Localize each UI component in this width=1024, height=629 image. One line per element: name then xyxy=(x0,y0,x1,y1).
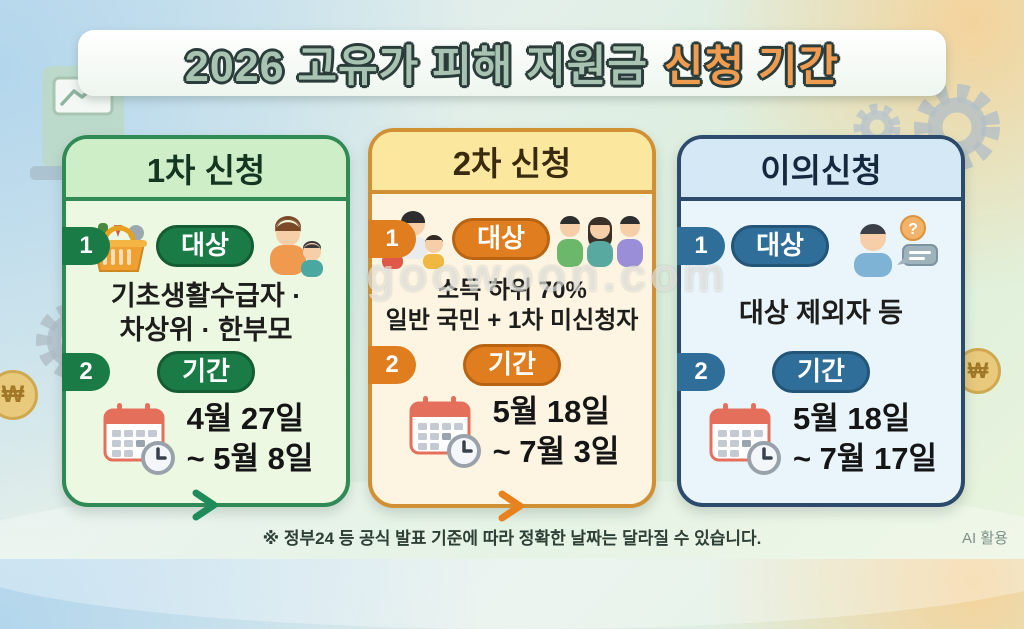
target-line: 소득 하위 70% xyxy=(437,276,587,304)
person-question-icon: ? xyxy=(853,215,938,277)
card-first-title: 1차 신청 xyxy=(66,139,346,201)
page-title-accent: 신청 기간 xyxy=(663,43,840,91)
target-row: 1 대상 ? xyxy=(677,215,953,277)
target-label-pill: 대상 xyxy=(452,218,550,260)
card-second-application: 2차 신청 1 대상 xyxy=(368,128,656,522)
target-description: 소득 하위 70% 일반 국민 + 1차 미신청자 xyxy=(380,272,644,340)
chevron-right-icon xyxy=(498,490,524,522)
period-label-pill: 기간 xyxy=(157,351,255,393)
date-line: ~ 7월 3일 xyxy=(492,434,620,470)
step-badge: 2 xyxy=(677,353,725,391)
target-row: 1 대상 xyxy=(62,215,338,277)
date-line: 5월 18일 xyxy=(492,394,610,429)
step-badge: 1 xyxy=(368,220,416,258)
svg-text:?: ? xyxy=(908,221,918,238)
target-description: 대상 제외자 등 xyxy=(689,279,953,347)
disclaimer-note: ※ 정부24 등 공식 발표 기준에 따라 정확한 날짜는 달라질 수 있습니다… xyxy=(262,529,762,548)
target-row: 1 대상 xyxy=(368,208,644,270)
step-badge: 1 xyxy=(62,227,110,265)
period-row: 2 기간 xyxy=(62,349,338,395)
period-date-text: 5월 18일 ~ 7월 17일 xyxy=(793,399,937,480)
date-line: 4월 27일 xyxy=(186,401,304,437)
period-dates: 5월 18일 ~ 7월 17일 xyxy=(689,399,953,480)
date-line: 5월 18일 xyxy=(792,401,911,436)
calendar-clock-icon xyxy=(409,396,481,469)
card-second-body: 1 대상 xyxy=(368,194,652,473)
people-group-icon xyxy=(556,216,643,267)
ai-credit-label: AI 활용 xyxy=(962,530,1008,547)
target-label-pill: 대상 xyxy=(156,225,254,267)
card-objection-application: 이의신청 1 대상 ? 대상 제외자 등 2 기간 xyxy=(677,135,965,507)
period-dates: 5월 18일 ~ 7월 3일 xyxy=(380,392,644,473)
date-line: ~ 7월 17일 xyxy=(792,441,938,477)
calendar-clock-icon xyxy=(709,403,781,476)
step-badge: 2 xyxy=(368,346,416,384)
target-line: 차상위 · 한부모 xyxy=(119,315,293,346)
watermark: goowoon.com xyxy=(366,248,729,301)
chevron-right-icon xyxy=(192,489,218,521)
period-date-text: 4월 27일 ~ 5월 8일 xyxy=(187,399,314,480)
card-objection-title: 이의신청 xyxy=(681,139,961,201)
calendar-clock-icon xyxy=(103,403,175,476)
target-line: 일반 국민 + 1차 미신청자 xyxy=(385,307,639,334)
title-banner: 2026 고유가 피해 지원금 신청 기간 xyxy=(78,30,946,96)
period-label-pill: 기간 xyxy=(463,344,561,386)
target-label-pill: 대상 xyxy=(731,225,829,267)
period-date-text: 5월 18일 ~ 7월 3일 xyxy=(493,392,620,473)
card-objection-body: 1 대상 ? 대상 제외자 등 2 기간 xyxy=(677,201,961,480)
card-first-body: 1 대상 xyxy=(62,201,346,480)
step-badge: 2 xyxy=(62,353,110,392)
card-second-title: 2차 신청 xyxy=(372,132,652,194)
page-title-main: 2026 고유가 피해 지원금 xyxy=(184,43,648,91)
target-line: 기초생활수급자 · xyxy=(110,281,302,311)
target-line: 대상 제외자 등 xyxy=(738,297,904,328)
period-dates: 4월 27일 ~ 5월 8일 xyxy=(74,399,338,480)
mother-child-icon xyxy=(269,216,323,277)
period-row: 2 기간 xyxy=(677,349,953,395)
card-first-application: 1차 신청 1 대상 xyxy=(62,135,350,521)
period-label-pill: 기간 xyxy=(772,351,870,393)
period-row: 2 기간 xyxy=(368,342,644,388)
step-badge: 1 xyxy=(677,227,725,265)
target-description: 기초생활수급자 · 차상위 · 한부모 xyxy=(74,279,338,347)
date-line: ~ 5월 8일 xyxy=(186,441,314,477)
